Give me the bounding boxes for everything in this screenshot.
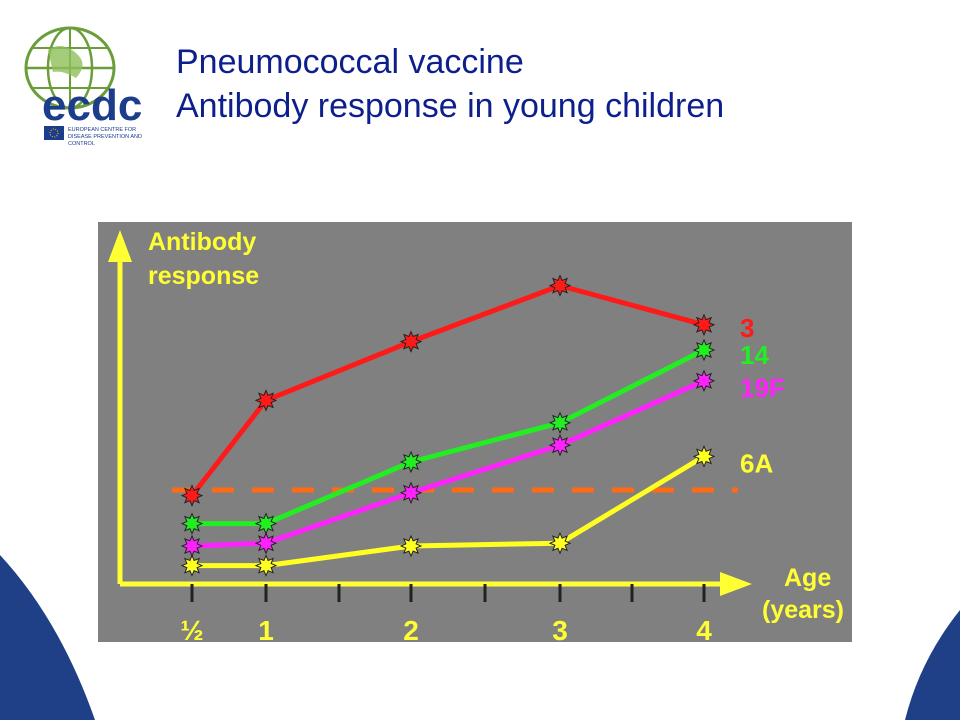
series-label-3: 3 <box>740 313 754 343</box>
data-point-19F <box>254 531 278 555</box>
x-axis-arrow <box>720 572 752 596</box>
x-tick-label: 1 <box>258 615 274 642</box>
chart-background <box>98 222 852 642</box>
data-point-6A <box>180 554 204 577</box>
data-point-14 <box>692 338 716 362</box>
slide-title: Pneumococcal vaccine Antibody response i… <box>176 40 724 128</box>
right-corner-swoosh <box>905 610 960 720</box>
data-point-3 <box>399 330 423 353</box>
data-point-6A <box>254 554 278 577</box>
series-label-14: 14 <box>740 340 769 370</box>
logo-caption-line1: EUROPEAN CENTRE FOR <box>68 127 136 133</box>
data-point-14 <box>180 512 204 535</box>
data-point-14 <box>254 512 278 535</box>
globe-icon <box>24 26 116 110</box>
data-point-3 <box>692 313 716 337</box>
x-tick-label: 4 <box>696 615 712 642</box>
data-point-14 <box>548 411 572 435</box>
data-point-19F <box>180 534 204 558</box>
x-axis-label-line2: (years) <box>762 596 844 624</box>
data-point-6A <box>692 445 716 468</box>
y-axis-arrow <box>108 230 132 262</box>
title-line-2: Antibody response in young children <box>176 87 725 125</box>
data-point-6A <box>548 531 572 555</box>
data-point-19F <box>548 433 572 457</box>
x-tick-label: 2 <box>403 615 419 642</box>
data-point-3 <box>254 389 278 412</box>
data-point-3 <box>180 484 204 507</box>
data-point-14 <box>399 450 423 474</box>
logo-caption-line2: DISEASE PREVENTION AND <box>68 134 142 140</box>
series-label-19F: 19F <box>740 373 785 403</box>
data-point-19F <box>399 481 423 505</box>
logo-caption-line3: CONTROL <box>68 141 95 147</box>
y-axis-label-line2: response <box>148 262 259 290</box>
x-tick-label: ½ <box>180 615 203 642</box>
logo-wordmark: ecdc <box>42 81 142 130</box>
ecdc-logo: ecdc EUROPEAN CENTRE FOR DISEASE PREVENT… <box>8 10 168 160</box>
data-point-6A <box>399 534 423 558</box>
series-label-6A: 6A <box>740 448 773 478</box>
x-axis-label-line1: Age <box>784 564 831 592</box>
data-point-3 <box>548 274 572 297</box>
y-axis-label-line1: Antibody <box>148 228 256 256</box>
data-point-19F <box>692 369 716 393</box>
x-tick-label: 3 <box>552 615 568 642</box>
title-line-1: Pneumococcal vaccine <box>176 43 524 81</box>
eu-flag-icon <box>44 126 64 140</box>
left-corner-swoosh <box>0 555 95 720</box>
